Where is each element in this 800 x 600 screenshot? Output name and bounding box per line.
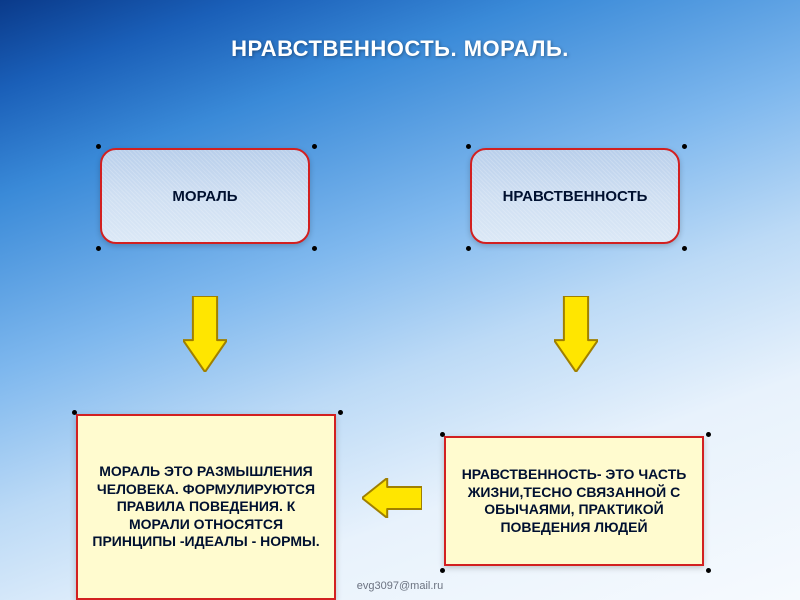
selection-handle	[440, 432, 445, 437]
box-moral-definition-text: МОРАЛЬ ЭТО РАЗМЫШЛЕНИЯ ЧЕЛОВЕКА. ФОРМУЛИ…	[90, 463, 322, 551]
selection-handle	[312, 246, 317, 251]
box-ethics: НРАВСТВЕННОСТЬ	[470, 148, 680, 244]
footer-email: evg3097@mail.ru	[357, 580, 443, 592]
arrow-down-left	[183, 296, 227, 372]
box-ethics-label: НРАВСТВЕННОСТЬ	[503, 188, 648, 205]
selection-handle	[682, 246, 687, 251]
box-ethics-definition-text: НРАВСТВЕННОСТЬ- ЭТО ЧАСТЬ ЖИЗНИ,ТЕСНО СВ…	[458, 466, 690, 536]
box-moral-label: МОРАЛЬ	[172, 188, 237, 205]
selection-handle	[96, 246, 101, 251]
box-ethics-definition: НРАВСТВЕННОСТЬ- ЭТО ЧАСТЬ ЖИЗНИ,ТЕСНО СВ…	[444, 436, 704, 566]
box-moral-definition: МОРАЛЬ ЭТО РАЗМЫШЛЕНИЯ ЧЕЛОВЕКА. ФОРМУЛИ…	[76, 414, 336, 600]
selection-handle	[706, 432, 711, 437]
selection-handle	[466, 246, 471, 251]
selection-handle	[312, 144, 317, 149]
box-moral: МОРАЛЬ	[100, 148, 310, 244]
selection-handle	[440, 568, 445, 573]
selection-handle	[338, 410, 343, 415]
selection-handle	[72, 410, 77, 415]
arrow-down-right	[554, 296, 598, 372]
arrow-left	[362, 478, 422, 518]
selection-handle	[96, 144, 101, 149]
selection-handle	[682, 144, 687, 149]
selection-handle	[466, 144, 471, 149]
slide-title: НРАВСТВЕННОСТЬ. МОРАЛЬ.	[0, 36, 800, 62]
selection-handle	[706, 568, 711, 573]
